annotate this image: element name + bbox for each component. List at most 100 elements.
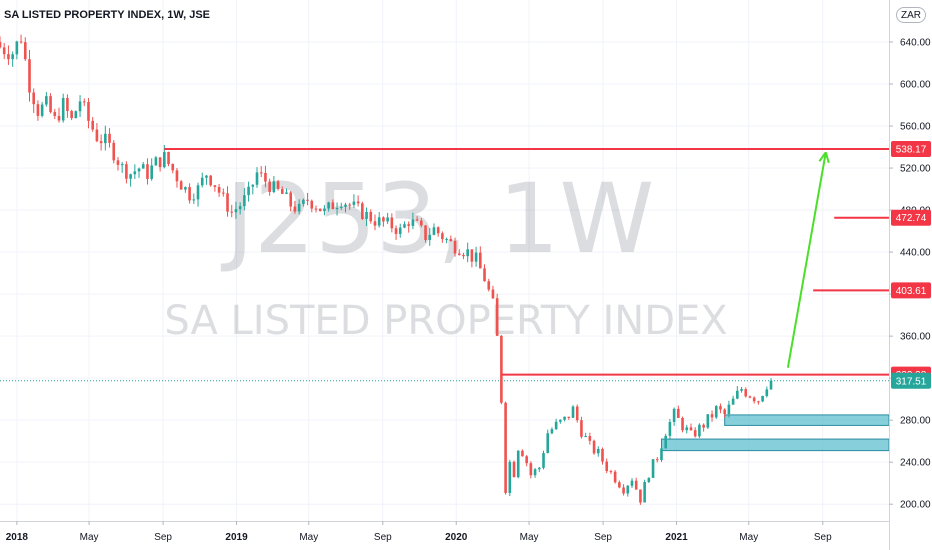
candle-up (761, 395, 764, 402)
candle-down (264, 172, 267, 182)
candle-up (78, 101, 82, 112)
candle-up (584, 436, 587, 438)
candle-up (45, 96, 48, 105)
candle-down (19, 41, 23, 43)
candle-up (508, 461, 512, 493)
candle-down (424, 225, 427, 241)
currency-button[interactable]: ZAR (896, 7, 926, 23)
watermark-name: SA LISTED PROPERTY INDEX (164, 298, 727, 344)
candle-up (104, 133, 107, 144)
time-tick-label: Sep (594, 532, 612, 543)
candle-down (167, 152, 170, 164)
candle-down (677, 408, 680, 418)
candle-down (449, 239, 453, 242)
candle-up (403, 224, 406, 228)
candle-down (112, 142, 116, 161)
projection-arrow[interactable] (786, 151, 830, 368)
candle-down (495, 298, 499, 336)
arrow-head (824, 152, 830, 164)
price-axis[interactable]: 200.00240.00280.00320.00360.00400.00440.… (889, 0, 932, 550)
candle-down (125, 164, 128, 179)
candle-up (302, 199, 305, 204)
arrow-head (818, 151, 827, 162)
candle-down (28, 59, 31, 93)
candle-down (529, 463, 533, 476)
candle-down (567, 416, 571, 418)
candle-down (361, 203, 364, 219)
candle-down (66, 98, 69, 112)
candle-down (99, 141, 103, 144)
candle-down (306, 199, 309, 201)
candle-down (415, 219, 419, 221)
candle-up (740, 389, 743, 391)
candle-up (141, 164, 145, 169)
candle-up (15, 41, 19, 55)
candle-up (736, 390, 739, 399)
price-label-bg (891, 140, 931, 157)
candle-up (554, 421, 558, 430)
candle-down (23, 42, 27, 60)
candle-down (373, 221, 377, 226)
time-tick-label: Sep (814, 532, 832, 543)
candle-up (40, 104, 44, 116)
candle-up (377, 217, 381, 226)
candle-down (681, 417, 684, 431)
price-tick-label: 560.00 (900, 122, 931, 133)
candle-up (571, 406, 575, 418)
candle-down (213, 185, 217, 187)
candle-down (609, 471, 613, 473)
price-label: 403.61 (896, 286, 927, 297)
chart-title: SA LISTED PROPERTY INDEX, 1W, JSE (4, 9, 210, 21)
candle-up (272, 181, 276, 192)
candle-down (82, 101, 86, 103)
candle-down (757, 401, 760, 403)
candle-down (622, 487, 625, 494)
arrow-shaft (786, 152, 827, 368)
candle-up (769, 380, 773, 390)
candle-up (386, 217, 389, 222)
price-label: 317.51 (896, 376, 927, 387)
candle-down (57, 115, 61, 121)
candle-up (651, 459, 655, 478)
candle-up (196, 185, 200, 200)
candle-down (752, 397, 756, 402)
candle-up (643, 482, 646, 503)
candle-down (293, 206, 297, 212)
candle-down (453, 241, 457, 254)
candle-up (630, 480, 634, 486)
candle-up (474, 252, 478, 262)
candle-down (95, 129, 99, 142)
time-tick-label: Sep (154, 532, 172, 543)
candle-down (504, 402, 507, 493)
candle-up (596, 449, 600, 454)
candle-down (420, 220, 423, 226)
time-axis[interactable]: 2018 May Sep 2019 May Sep 2020 May Sep 2021 May Sep (0, 521, 889, 550)
candle-up (184, 187, 187, 190)
candle-down (310, 200, 314, 209)
candle-down (289, 192, 293, 207)
candle-up (428, 234, 432, 241)
candle-up (323, 208, 326, 212)
candle-up (247, 186, 250, 196)
price-tick-label: 200.00 (900, 500, 931, 511)
candle-up (243, 195, 246, 207)
watermark-symbol: J253, 1W (221, 163, 655, 275)
candle-down (723, 409, 726, 415)
candle-down (268, 181, 271, 192)
candle-down (318, 208, 322, 212)
candle-down (521, 450, 524, 457)
candle-down (748, 396, 752, 398)
candle-down (91, 120, 94, 130)
time-tick-label: May (299, 532, 318, 543)
candle-down (108, 133, 111, 143)
candle-down (230, 211, 234, 213)
price-label-bg (891, 372, 931, 389)
candle-down (280, 188, 284, 194)
watermark: J253, 1W SA LISTED PROPERTY INDEX (164, 163, 727, 344)
candle-up (163, 152, 166, 168)
candle-down (479, 252, 482, 269)
horizontal-levels[interactable] (164, 147, 889, 376)
price-tick-label: 520.00 (900, 164, 931, 175)
candle-down (0, 42, 2, 48)
